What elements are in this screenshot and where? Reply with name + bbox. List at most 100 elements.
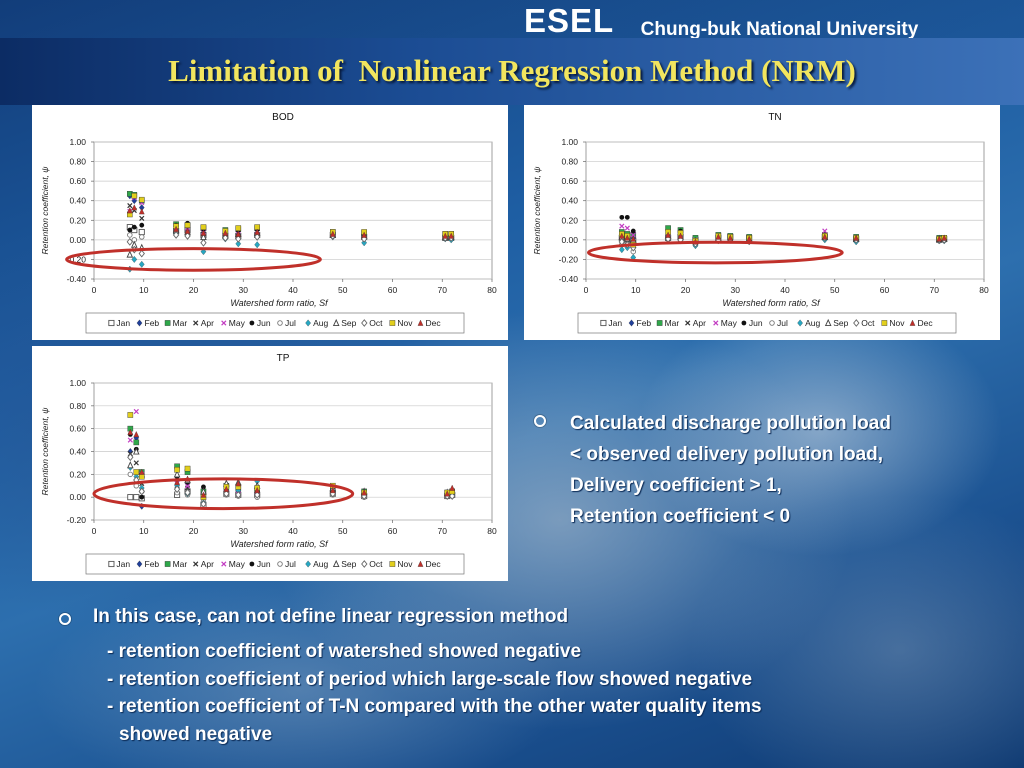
- data-point: [132, 447, 140, 455]
- legend-label: Jan: [116, 318, 130, 328]
- x-tick-label: 50: [338, 285, 348, 295]
- data-point: [139, 222, 145, 228]
- data-point: [677, 232, 684, 239]
- legend-marker: [741, 320, 747, 326]
- data-point: [235, 490, 242, 499]
- legend-marker: [417, 560, 424, 567]
- legend-marker: [193, 320, 199, 326]
- data-point: [127, 227, 133, 233]
- legend-marker: [881, 320, 888, 326]
- legend-marker: [685, 320, 691, 326]
- data-point: [131, 204, 138, 211]
- x-tick-label: 80: [979, 285, 989, 295]
- legend-label: Oct: [369, 559, 383, 569]
- data-point: [941, 234, 948, 241]
- y-tick-label: -0.20: [559, 254, 579, 264]
- data-point: [139, 494, 145, 500]
- data-point: [254, 241, 260, 249]
- legend-label: Aug: [313, 318, 328, 328]
- data-point: [173, 485, 181, 494]
- y-tick-label: 1.00: [561, 137, 578, 147]
- top-band: [0, 0, 1024, 40]
- legend-label: Feb: [145, 559, 160, 569]
- plot-area: [93, 141, 493, 280]
- chart-bod-panel: BOD 1.00 0.80 0.60 0.40 0.20 0.00 -0.20 -0.40 0 10…: [32, 105, 508, 340]
- x-tick-label: 80: [487, 285, 497, 295]
- data-point: [200, 224, 207, 230]
- chart-tp-panel: TP 1.00 0.80 0.60 0.40 0.20 0.00 -0.20 0 10 20 30 40…: [32, 346, 508, 581]
- data-point: [127, 412, 134, 418]
- bottom-line: - retention coefficient of watershed sho…: [107, 641, 582, 662]
- y-tick-label: 1.00: [69, 378, 86, 388]
- y-tick-label: 0.60: [69, 424, 86, 434]
- y-tick-label: 0.40: [69, 196, 86, 206]
- legend-label: Jan: [608, 318, 622, 328]
- legend-marker: [164, 320, 171, 326]
- data-point: [127, 202, 133, 209]
- right-bullet-text: Calculated discharge pollution load < ob…: [570, 408, 1010, 532]
- data-point: [174, 466, 180, 473]
- y-tick-label: -0.40: [67, 274, 87, 284]
- x-axis-label: Watershed form ratio, Sf: [230, 539, 329, 549]
- data-point: [133, 460, 139, 466]
- legend-marker: [136, 560, 143, 568]
- brand-logo-text: ESEL: [524, 2, 615, 39]
- data-point: [138, 468, 145, 475]
- legend-label: May: [721, 318, 738, 328]
- legend-marker: [628, 319, 635, 327]
- legend-label: Mar: [173, 318, 188, 328]
- data-point: [235, 225, 242, 231]
- chart-tn: TN 1.00 0.80 0.60 0.40 0.20 0.00 -0.20 -0.40 0 10 2…: [532, 112, 989, 334]
- legend-marker: [769, 320, 775, 326]
- legend-marker: [108, 560, 115, 568]
- legend-label: Nov: [889, 318, 905, 328]
- university-name: Chung-buk National University: [640, 19, 919, 40]
- highlight-ellipse: [92, 477, 355, 511]
- highlight-ellipse: [65, 247, 322, 272]
- data-point: [822, 228, 828, 234]
- legend-label: May: [229, 318, 246, 328]
- data-point: [619, 246, 625, 254]
- data-point: [727, 234, 734, 241]
- y-tick-label: 0.40: [69, 447, 86, 457]
- legend-marker: [797, 319, 803, 327]
- data-point: [715, 233, 722, 240]
- brand-header: ESEL Chung-buk National University: [524, 2, 919, 40]
- data-point: [444, 490, 451, 497]
- x-tick-label: 50: [338, 526, 348, 536]
- data-point: [184, 465, 191, 472]
- legend-label: Oct: [861, 318, 875, 328]
- x-axis-label: Watershed form ratio, Sf: [230, 298, 329, 308]
- data-point: [173, 225, 179, 232]
- legend-marker: [108, 319, 115, 327]
- x-tick-label: 0: [92, 526, 97, 536]
- data-point: [133, 408, 139, 415]
- data-point: [133, 494, 140, 501]
- data-point: [360, 234, 368, 243]
- x-tick-label: 30: [239, 526, 249, 536]
- legend-marker: [164, 561, 171, 567]
- y-tick-label: 1.00: [69, 137, 86, 147]
- y-tick-label: -0.40: [559, 274, 579, 284]
- data-point: [254, 490, 261, 499]
- legend-label: Sep: [341, 318, 356, 328]
- data-point: [329, 486, 336, 494]
- legend-marker: [600, 319, 607, 327]
- chart-title: TP: [277, 353, 290, 364]
- data-point: [131, 224, 137, 230]
- data-point: [442, 232, 449, 239]
- legend-marker: [853, 319, 860, 327]
- data-point: [184, 483, 191, 489]
- data-point: [361, 489, 367, 496]
- data-point: [449, 484, 456, 491]
- data-point: [235, 234, 242, 243]
- y-tick-label: -0.20: [67, 515, 87, 525]
- data-point: [127, 437, 133, 443]
- data-point: [138, 208, 145, 215]
- chart-bod: BOD 1.00 0.80 0.60 0.40 0.20 0.00 -0.20 -0.40 0 10…: [40, 112, 497, 334]
- data-point: [133, 469, 140, 475]
- legend-box: [85, 553, 465, 575]
- legend-marker: [249, 320, 255, 326]
- data-point: [127, 428, 134, 435]
- legend-marker: [221, 320, 227, 326]
